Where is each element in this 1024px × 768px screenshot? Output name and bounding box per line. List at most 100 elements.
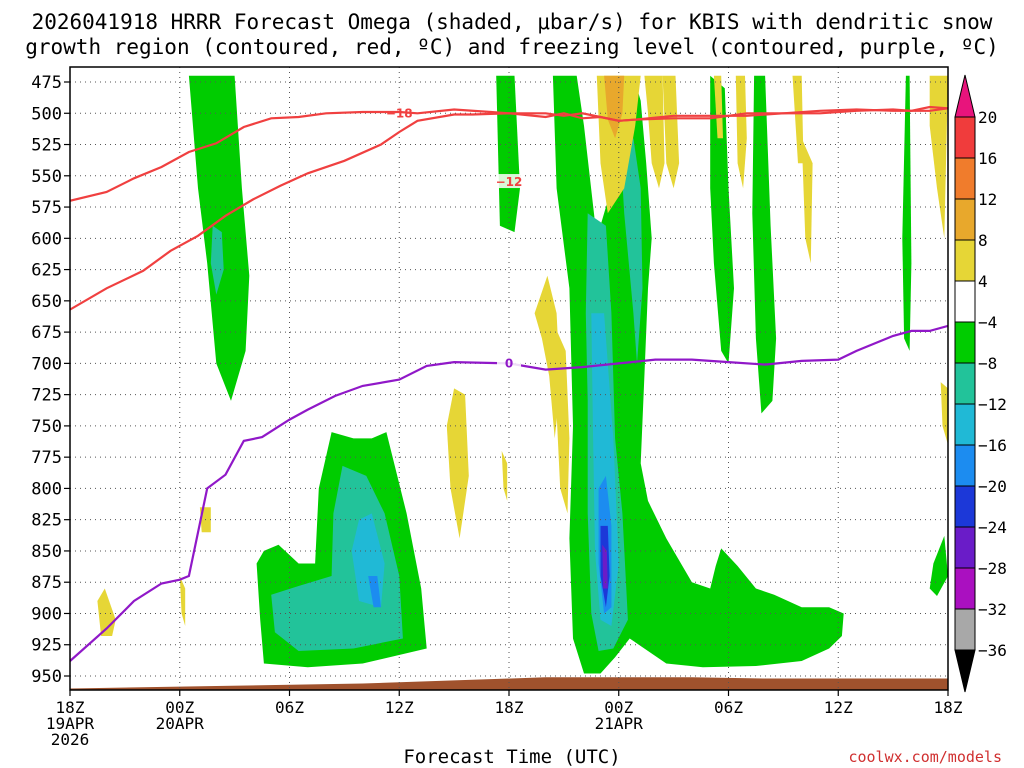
contour-label-bg-0 <box>497 355 521 370</box>
omega-region-green-thin-15z <box>902 75 912 351</box>
contour-label-0: 0 <box>505 356 513 370</box>
y-tick-label-950: 950 <box>31 667 62 687</box>
omega-region-yellow-right-edge <box>929 75 948 239</box>
omega-region-purple-main-21z <box>602 544 608 589</box>
omega-region-yellow-12z <box>801 138 813 264</box>
colorbar-label-8: −16 <box>978 436 1007 455</box>
y-tick-label-725: 725 <box>31 386 62 406</box>
contour-label-bg--12 <box>497 174 521 189</box>
y-tick-label-475: 475 <box>31 73 62 93</box>
omega-region-yellow-01z-top <box>713 75 723 139</box>
x-tick-label-6-1: 20APR <box>156 714 205 733</box>
contour-line-0 <box>70 324 948 662</box>
chart-title-line-1: 2026041918 HRRR Forecast Omega (shaded, … <box>31 10 993 34</box>
colorbar-label-9: −20 <box>978 477 1007 496</box>
x-tick-label-48-0: 18Z <box>934 698 963 717</box>
colorbar-bin-7 <box>954 403 976 446</box>
colorbar-bin-4 <box>954 280 976 323</box>
omega-region-teal-low-06z <box>271 465 403 651</box>
y-tick-label-600: 600 <box>31 229 62 249</box>
terrain-fill <box>70 677 948 690</box>
x-tick-label-0-0: 18Z <box>56 698 85 717</box>
colorbar-bin-12 <box>954 608 976 651</box>
y-tick-label-750: 750 <box>31 417 62 437</box>
y-tick-label-775: 775 <box>31 448 62 468</box>
colorbar-bin-6 <box>954 362 976 405</box>
colorbar-label-10: −24 <box>978 518 1007 537</box>
omega-region-yellow-18z-mid <box>534 275 561 439</box>
colorbar-label-5: −4 <box>978 313 997 332</box>
y-tick-label-575: 575 <box>31 198 62 218</box>
contour-line--12 <box>70 107 948 202</box>
colorbar-label-4: 4 <box>978 272 988 291</box>
omega-region-yellow-17z <box>501 450 508 501</box>
x-tick-label-36-0: 06Z <box>714 698 743 717</box>
terrain-layer <box>70 677 948 690</box>
colorbar-bin-0 <box>954 116 976 159</box>
omega-shading <box>97 75 948 674</box>
y-tick-label-650: 650 <box>31 292 62 312</box>
colorbar-label-2: 12 <box>978 190 997 209</box>
x-tick-label-6-0: 00Z <box>165 698 194 717</box>
y-tick-label-925: 925 <box>31 636 62 656</box>
omega-region-yellow-13z <box>446 388 469 539</box>
y-tick-label-700: 700 <box>31 354 62 374</box>
credit-text: coolwx.com/models <box>848 748 1002 766</box>
colorbar-label-11: −28 <box>978 559 1007 578</box>
chart-title-line-2: growth region (contoured, red, ºC) and f… <box>25 35 999 59</box>
omega-region-green-band-17z <box>496 75 520 233</box>
colorbar-bin-10 <box>954 526 976 569</box>
omega-region-yellow-20z-mid <box>554 325 570 514</box>
omega-region-blue-low-06z <box>368 576 381 608</box>
omega-region-green-right-edge <box>929 535 948 596</box>
y-tick-label-625: 625 <box>31 261 62 281</box>
colorbar-label-3: 8 <box>978 231 988 250</box>
y-tick-label-850: 850 <box>31 542 62 562</box>
colorbar-label-7: −12 <box>978 395 1007 414</box>
y-tick-label-825: 825 <box>31 511 62 531</box>
colorbar-bin-8 <box>954 444 976 487</box>
colorbar-bin-3 <box>954 239 976 282</box>
colorbar-bin-9 <box>954 485 976 528</box>
omega-region-green-band-04z <box>710 75 734 364</box>
y-tick-label-500: 500 <box>31 104 62 124</box>
colorbar-below-triangle <box>954 649 976 693</box>
omega-region-yellow-23z-top <box>644 75 665 189</box>
omega-region-yellow-07z <box>792 75 804 164</box>
omega-region-cyan-main-21z <box>591 313 619 626</box>
x-tick-label-0-1: 19APR <box>46 714 95 733</box>
contour-lines: −18 −12 0 <box>70 105 948 662</box>
y-tick-label-525: 525 <box>31 136 62 156</box>
x-tick-label-30-0: 00Z <box>604 698 633 717</box>
omega-region-yellow-right-low <box>940 382 948 445</box>
colorbar-label-13: −36 <box>978 641 1007 660</box>
colorbar-bin-1 <box>954 157 976 200</box>
omega-region-yellow-00z-top <box>662 75 680 189</box>
colorbar-label-1: 16 <box>978 149 997 168</box>
colorbar-bin-2 <box>954 198 976 241</box>
x-axis-title: Forecast Time (UTC) <box>403 746 621 768</box>
y-tick-label-800: 800 <box>31 479 62 499</box>
contour-line--18 <box>70 105 948 311</box>
colorbar-above-triangle <box>954 74 976 118</box>
axes: 475 500 525 550 575 600 625 650 675 700 725 750 775 8… <box>31 66 963 749</box>
y-tick-label-675: 675 <box>31 323 62 343</box>
y-tick-label-875: 875 <box>31 573 62 593</box>
colorbar-label-12: −32 <box>978 600 1007 619</box>
colorbar: 20 16 12 8 4 −4 −8 −12 −16 −20 −24 −28 −32 −36 <box>954 74 1007 693</box>
x-tick-label-42-0: 12Z <box>824 698 853 717</box>
omega-region-green-band-08z <box>752 75 777 414</box>
x-tick-label-24-0: 18Z <box>495 698 524 717</box>
y-tick-label-550: 550 <box>31 167 62 187</box>
x-tick-label-0-2: 2026 <box>51 730 90 749</box>
y-tick-label-900: 900 <box>31 604 62 624</box>
omega-region-green-band-00z-teal <box>210 225 224 295</box>
colorbar-label-6: −8 <box>978 354 997 373</box>
x-tick-label-30-1: 21APR <box>595 714 644 733</box>
contour-label--18: −18 <box>386 106 413 120</box>
contour-label--12: −12 <box>496 175 523 189</box>
x-tick-label-18-0: 12Z <box>385 698 414 717</box>
omega-region-yellow-04z <box>735 75 747 189</box>
colorbar-bin-11 <box>954 567 976 610</box>
